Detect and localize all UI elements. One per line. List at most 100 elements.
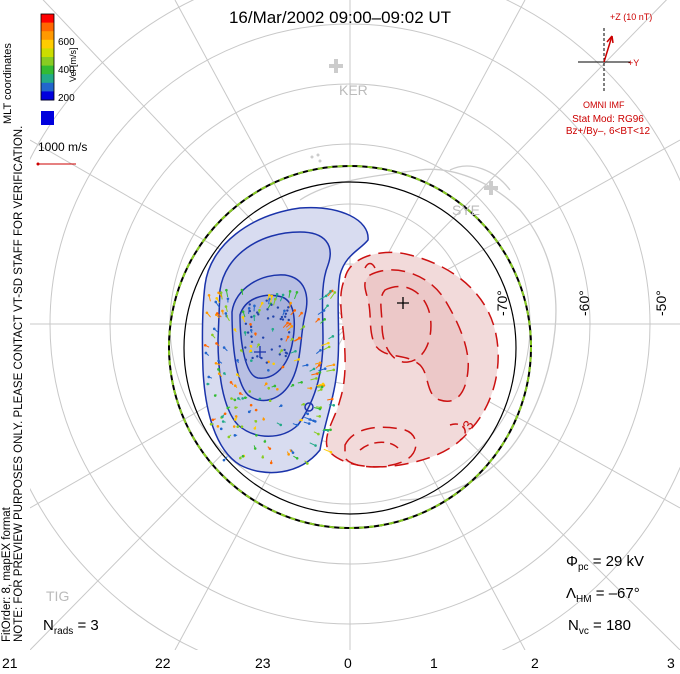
velocity-origin [256, 311, 259, 314]
velocity-origin [258, 308, 261, 312]
velocity-origin [319, 348, 322, 352]
velocity-origin [263, 440, 267, 443]
velocity-origin [276, 387, 279, 391]
velocity-colorbar [40, 13, 55, 101]
site-label-sye: SYE [452, 202, 481, 218]
velocity-origin [219, 291, 223, 294]
latitude-label: -70° [494, 290, 510, 316]
velocity-origin [270, 294, 274, 298]
velocity-origin [276, 306, 280, 309]
velocity-origin [331, 335, 335, 338]
velocity-origin [291, 383, 295, 387]
velocity-origin [241, 310, 245, 313]
velocity-origin [254, 420, 258, 423]
velocity-origin [204, 351, 208, 355]
mlt-tick: 3 [667, 655, 675, 671]
velocity-origin [267, 386, 271, 390]
stat-model-name: Stat Mod: RG96 [572, 114, 644, 125]
velocity-origin [272, 362, 275, 366]
velocity-origin [214, 361, 218, 365]
velocity-origin [265, 361, 269, 364]
velocity-origin [206, 382, 210, 386]
velocity-origin [286, 309, 289, 312]
velocity-origin [314, 444, 317, 447]
velocity-origin [253, 447, 257, 450]
velocity-origin [321, 382, 325, 386]
velocity-origin [252, 314, 256, 318]
velocity-origin [266, 308, 269, 311]
velocity-origin [302, 325, 306, 328]
velocity-origin [224, 305, 228, 308]
velocity-origin [224, 312, 228, 315]
velocity-origin [214, 300, 218, 304]
vector-count: Nvc = 180 [568, 617, 631, 637]
velocity-origin [286, 335, 290, 339]
velocity-scale-label: 1000 m/s [38, 140, 88, 154]
preview-disclaimer: NOTE: FOR PREVIEW PURPOSES ONLY. PLEASE … [13, 125, 25, 642]
velocity-origin [327, 345, 331, 349]
velocity-origin [240, 288, 244, 292]
velocity-vectors [203, 288, 337, 465]
velocity-origin [268, 447, 272, 450]
velocity-origin [233, 328, 237, 331]
colorbar-low-swatch [41, 111, 54, 125]
potential-max-marker [397, 297, 409, 309]
negative-potential-cell [201, 206, 369, 474]
velocity-origin [250, 340, 254, 344]
radar-count: Nrads = 3 [43, 617, 99, 637]
velocity-origin [295, 291, 299, 294]
velocity-origin [235, 373, 239, 376]
velocity-origin [317, 363, 321, 367]
velocity-origin [240, 425, 244, 429]
velocity-origin [233, 384, 237, 388]
velocity-origin [239, 456, 242, 460]
velocity-origin [305, 363, 309, 367]
velocity-origin [260, 356, 263, 360]
velocity-origin [257, 343, 260, 346]
velocity-origin [207, 375, 211, 379]
station-marker [329, 59, 343, 73]
velocity-origin [268, 399, 272, 403]
imf-caption: OMNI IMF [583, 100, 625, 110]
colorbar-segment [41, 65, 54, 75]
velocity-origin [271, 327, 275, 331]
velocity-origin [249, 323, 252, 326]
velocity-origin [329, 428, 332, 432]
mlt-tick: 1 [430, 655, 438, 671]
velocity-origin [247, 410, 251, 414]
velocity-origin [243, 396, 247, 400]
velocity-origin [302, 402, 305, 406]
imf-z-label: +Z (10 nT) [610, 12, 653, 22]
coastline [299, 168, 557, 501]
velocity-origin [281, 293, 285, 297]
nvc-value: = 180 [593, 617, 631, 634]
site-label-tig: TIG [46, 588, 70, 604]
imf-y-label: +Y [628, 58, 640, 68]
velocity-origin [250, 359, 253, 362]
velocity-origin [222, 346, 226, 349]
velocity-origin [226, 297, 230, 301]
potential-symbol: Φ [566, 553, 578, 570]
mlt-tick: 23 [255, 655, 271, 671]
velocity-vector [326, 364, 335, 367]
velocity-origin [284, 354, 287, 358]
velocity-origin [270, 348, 273, 351]
velocity-origin [250, 335, 253, 338]
velocity-origin [323, 318, 326, 321]
velocity-origin [217, 291, 220, 295]
velocity-origin [253, 304, 256, 308]
velocity-origin [241, 397, 244, 400]
velocity-origin [248, 309, 252, 313]
velocity-origin [283, 348, 286, 352]
mlt-tick: 0 [344, 655, 352, 671]
velocity-origin [319, 388, 323, 391]
nvc-symbol: N [568, 617, 579, 634]
velocity-origin [306, 462, 309, 465]
outer-boundary [183, 181, 517, 515]
velocity-origin [281, 318, 285, 321]
velocity-origin [318, 415, 322, 418]
velocity-origin [249, 403, 253, 407]
stat-model: Stat Mod: RG96 Bz+/By–, 6<BT<12 [548, 114, 668, 138]
velocity-origin [323, 367, 327, 371]
velocity-origin [244, 346, 247, 349]
